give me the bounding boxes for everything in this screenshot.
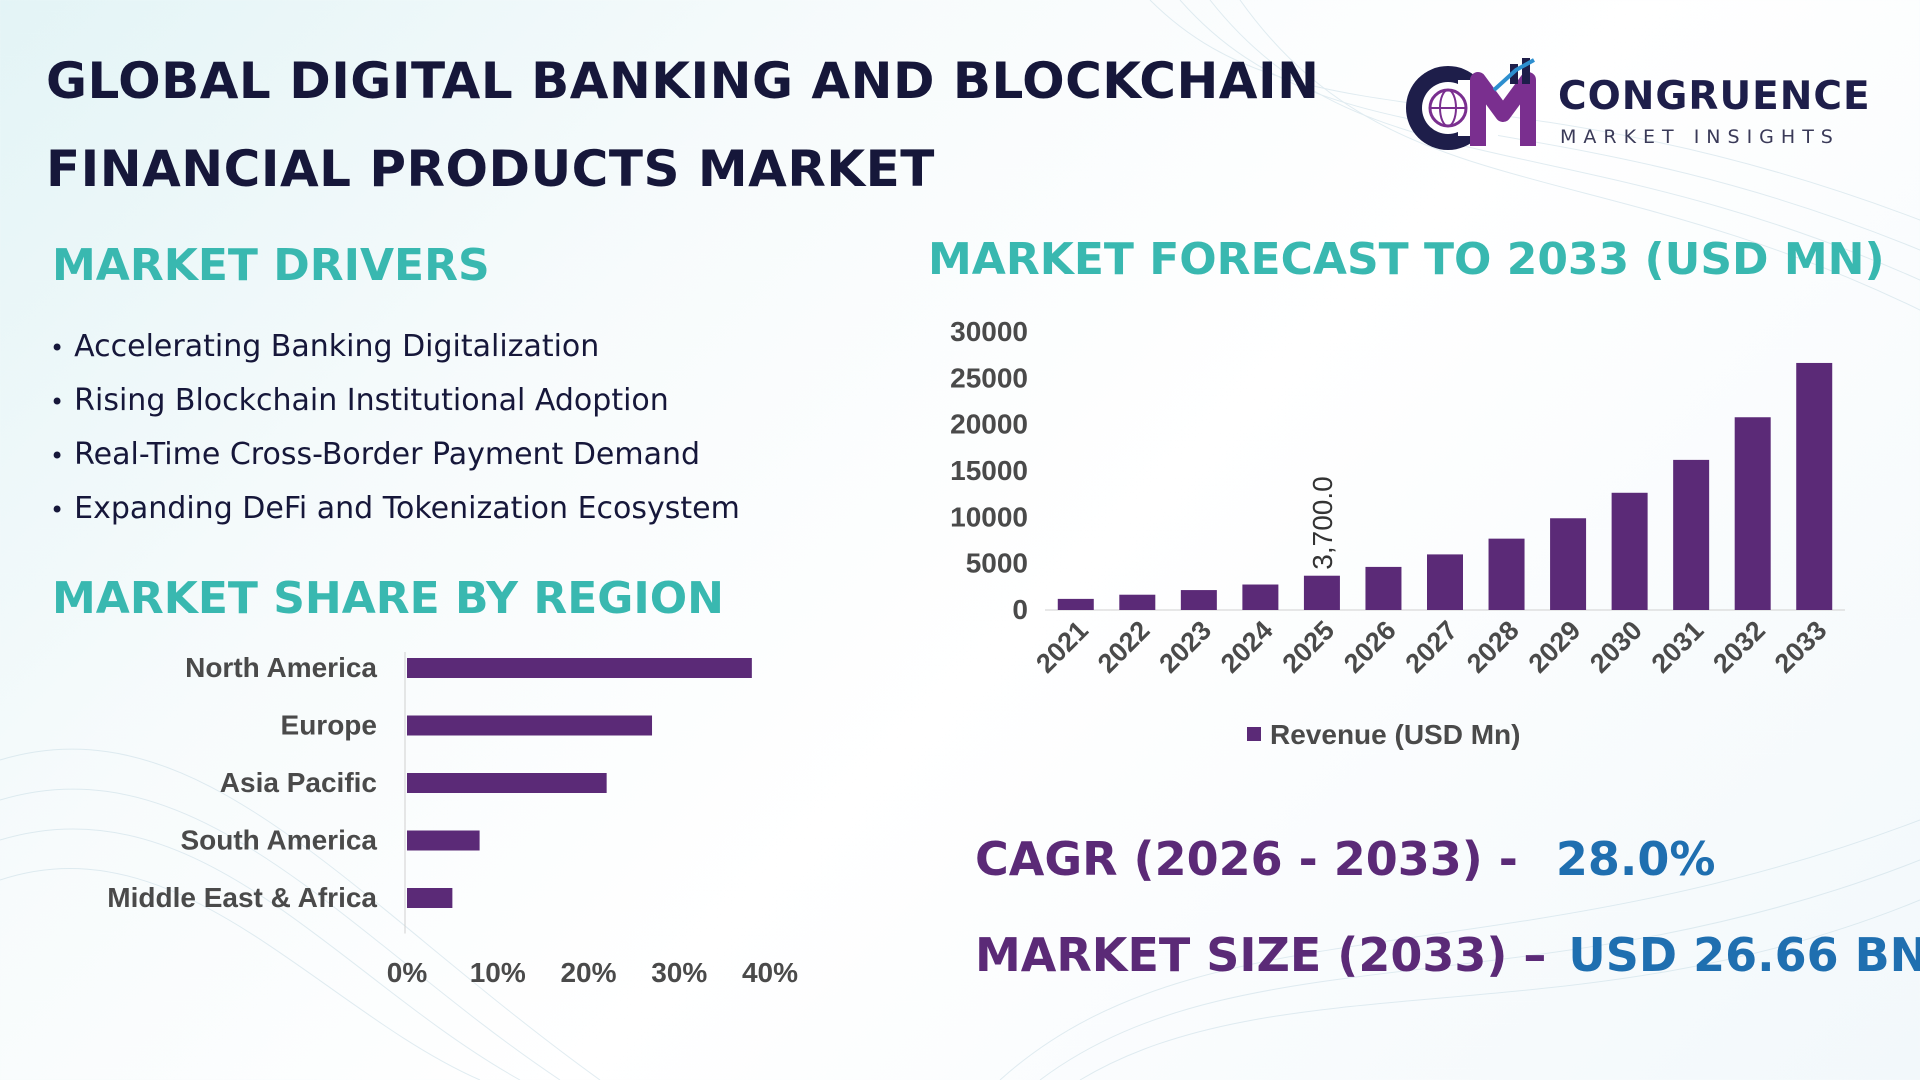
forecast-bar <box>1673 459 1710 610</box>
forecast-y-tick-label: 30000 <box>950 316 1028 347</box>
forecast-bar <box>1488 538 1525 610</box>
forecast-bar <box>1796 362 1833 610</box>
forecast-data-label: 3,700.0 <box>1307 476 1338 569</box>
forecast-x-tick-label: 2033 <box>1769 615 1833 679</box>
market-size-stat: MARKET SIZE (2033) – USD 26.66 BN <box>975 928 1920 982</box>
logo-tagline: MARKET INSIGHTS <box>1560 126 1840 148</box>
market-size-label: MARKET SIZE (2033) – <box>975 928 1547 982</box>
forecast-x-tick-label: 2030 <box>1584 615 1648 679</box>
forecast-bar <box>1550 518 1587 610</box>
region-tick-label: 20% <box>560 957 616 988</box>
forecast-y-tick-label: 25000 <box>950 362 1028 393</box>
forecast-chart: 0500010000150002000025000300002021202220… <box>950 316 1845 750</box>
forecast-y-tick-label: 0 <box>1012 594 1028 625</box>
forecast-bar <box>1611 492 1648 610</box>
region-category-label: South America <box>180 825 377 856</box>
cagr-label: CAGR (2026 - 2033) - <box>975 832 1518 886</box>
globe-icon <box>1428 88 1468 128</box>
cagr-value: 28.0% <box>1555 832 1716 886</box>
region-tick-label: 10% <box>470 957 526 988</box>
forecast-bar <box>1365 566 1402 610</box>
forecast-heading: MARKET FORECAST TO 2033 (USD MN) <box>928 234 1885 285</box>
page-title-line-2: FINANCIAL PRODUCTS MARKET <box>46 140 935 198</box>
forecast-y-tick-label: 5000 <box>966 548 1028 579</box>
forecast-y-tick-label: 20000 <box>950 409 1028 440</box>
forecast-x-tick-label: 2027 <box>1400 615 1464 679</box>
forecast-y-tick-label: 15000 <box>950 455 1028 486</box>
region-bar <box>407 830 480 851</box>
cagr-stat: CAGR (2026 - 2033) - 28.0% <box>975 832 1716 886</box>
region-bar <box>407 773 607 793</box>
forecast-bar <box>1303 575 1340 610</box>
forecast-x-tick-label: 2028 <box>1461 615 1525 679</box>
region-tick-label: 40% <box>742 957 798 988</box>
forecast-bar <box>1180 590 1217 610</box>
driver-item: Rising Blockchain Institutional Adoption <box>50 374 740 428</box>
region-category-label: Middle East & Africa <box>107 882 377 913</box>
forecast-legend: Revenue (USD Mn) <box>1247 719 1520 750</box>
driver-item: Accelerating Banking Digitalization <box>50 320 740 374</box>
region-tick-label: 30% <box>651 957 707 988</box>
region-share-chart: North America Europe Asia Pacific South Ame… <box>107 652 798 988</box>
region-bar <box>407 658 752 678</box>
drivers-heading: MARKET DRIVERS <box>52 240 490 291</box>
region-category-label: Europe <box>281 710 377 741</box>
region-heading: MARKET SHARE BY REGION <box>52 573 724 624</box>
region-category-label: Asia Pacific <box>220 767 377 798</box>
market-size-value: USD 26.66 BN <box>1568 928 1920 982</box>
forecast-x-tick-label: 2031 <box>1646 615 1710 679</box>
forecast-x-tick-label: 2032 <box>1707 615 1771 679</box>
drivers-list: Accelerating Banking Digitalization Risi… <box>50 320 740 536</box>
region-category-label: North America <box>185 652 377 683</box>
logo-mark <box>1406 58 1536 150</box>
forecast-x-tick-label: 2022 <box>1092 615 1156 679</box>
forecast-bar <box>1734 417 1771 610</box>
driver-item: Expanding DeFi and Tokenization Ecosyste… <box>50 482 740 536</box>
forecast-x-tick-label: 2026 <box>1338 615 1402 679</box>
driver-item: Real-Time Cross-Border Payment Demand <box>50 428 740 482</box>
company-logo: CONGRUENCE MARKET INSIGHTS <box>1398 50 1878 160</box>
forecast-x-tick-label: 2029 <box>1523 615 1587 679</box>
forecast-y-tick-label: 10000 <box>950 501 1028 532</box>
legend-label: Revenue (USD Mn) <box>1270 719 1520 750</box>
forecast-bar <box>1057 598 1094 610</box>
region-bar <box>407 888 453 908</box>
region-tick-label: 0% <box>387 957 428 988</box>
forecast-bar <box>1242 584 1279 610</box>
forecast-x-tick-label: 2025 <box>1276 615 1340 679</box>
logo-name: CONGRUENCE <box>1558 74 1871 119</box>
forecast-bar <box>1119 594 1156 610</box>
forecast-bar <box>1427 554 1463 610</box>
forecast-x-tick-label: 2021 <box>1030 615 1094 679</box>
forecast-x-tick-label: 2024 <box>1215 615 1279 679</box>
forecast-x-tick-label: 2023 <box>1153 615 1217 679</box>
region-bar <box>407 715 653 736</box>
page-title-line-1: GLOBAL DIGITAL BANKING AND BLOCKCHAIN <box>46 52 1320 110</box>
legend-swatch <box>1247 727 1261 741</box>
